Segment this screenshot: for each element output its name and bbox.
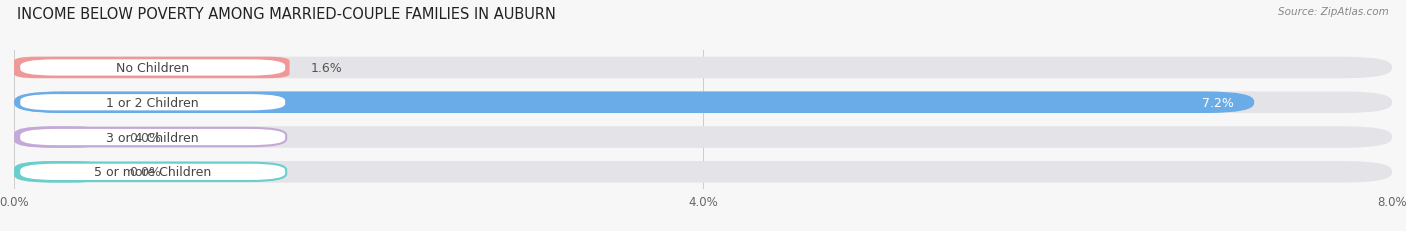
FancyBboxPatch shape <box>20 94 287 112</box>
FancyBboxPatch shape <box>14 127 108 148</box>
FancyBboxPatch shape <box>14 92 1254 113</box>
Text: 3 or 4 Children: 3 or 4 Children <box>107 131 200 144</box>
FancyBboxPatch shape <box>14 161 1392 183</box>
FancyBboxPatch shape <box>14 127 1392 148</box>
FancyBboxPatch shape <box>20 59 287 77</box>
FancyBboxPatch shape <box>14 58 1392 79</box>
Text: 1 or 2 Children: 1 or 2 Children <box>107 96 200 109</box>
Text: 0.0%: 0.0% <box>129 166 162 179</box>
FancyBboxPatch shape <box>20 163 287 181</box>
Text: 1.6%: 1.6% <box>311 62 342 75</box>
Text: 5 or more Children: 5 or more Children <box>94 166 211 179</box>
Text: No Children: No Children <box>117 62 190 75</box>
Text: 0.0%: 0.0% <box>129 131 162 144</box>
Text: 7.2%: 7.2% <box>1202 96 1233 109</box>
FancyBboxPatch shape <box>14 161 108 183</box>
FancyBboxPatch shape <box>20 128 287 147</box>
Text: Source: ZipAtlas.com: Source: ZipAtlas.com <box>1278 7 1389 17</box>
FancyBboxPatch shape <box>14 58 290 79</box>
FancyBboxPatch shape <box>14 92 1392 113</box>
Text: INCOME BELOW POVERTY AMONG MARRIED-COUPLE FAMILIES IN AUBURN: INCOME BELOW POVERTY AMONG MARRIED-COUPL… <box>17 7 555 22</box>
